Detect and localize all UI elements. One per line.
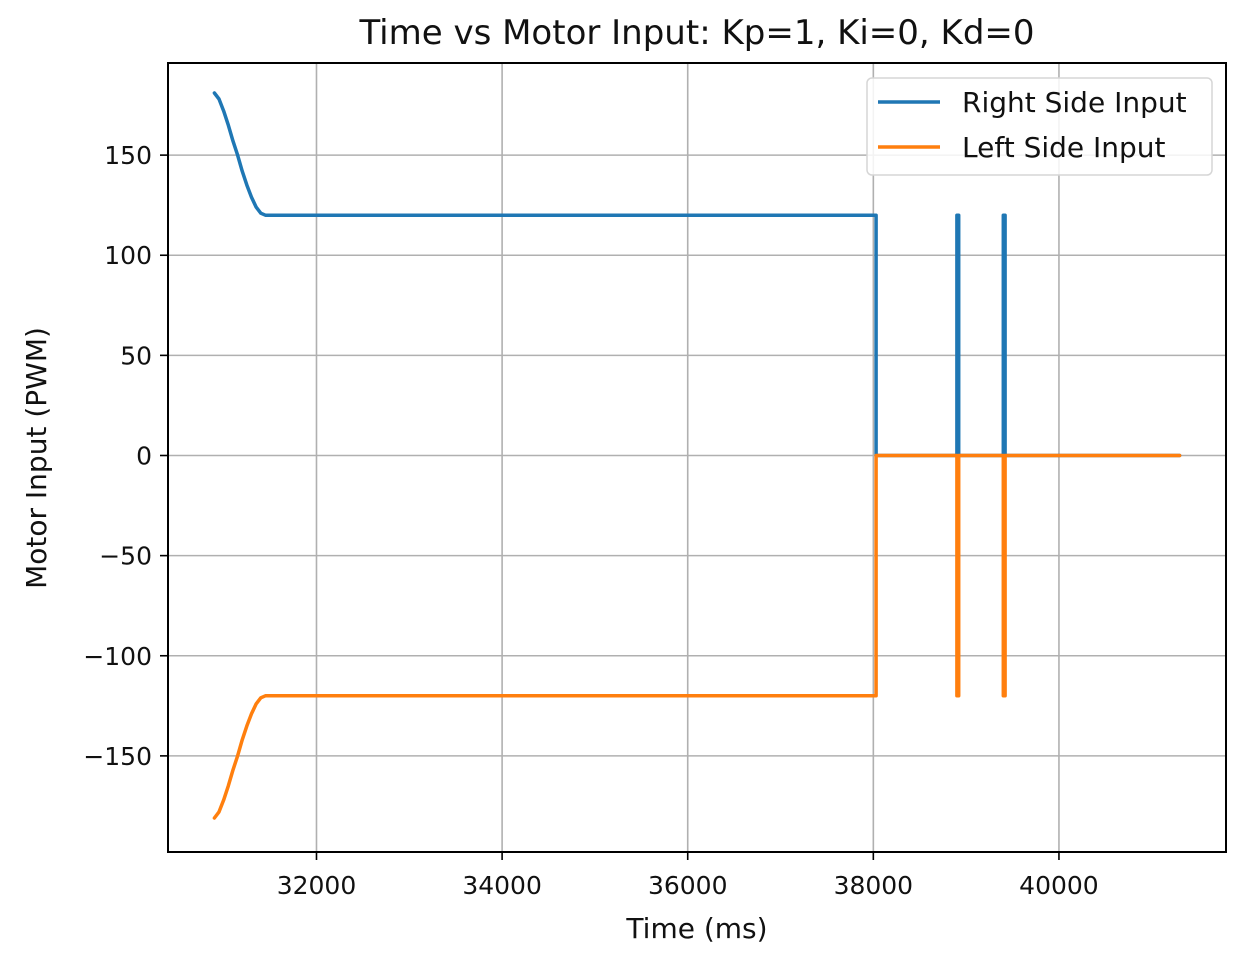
chart-title: Time vs Motor Input: Kp=1, Ki=0, Kd=0 xyxy=(358,13,1034,53)
y-tick-label: 0 xyxy=(136,441,152,470)
y-tick-label: −50 xyxy=(99,542,152,571)
x-tick-label: 38000 xyxy=(834,871,914,900)
legend-label-left-side-input: Left Side Input xyxy=(962,131,1166,164)
y-tick-label: 50 xyxy=(120,341,152,370)
legend: Right Side Input Left Side Input xyxy=(866,77,1213,176)
series-line-right-side-input xyxy=(212,91,1182,458)
y-tick-label: 150 xyxy=(104,141,152,170)
plot-frame xyxy=(167,62,1227,853)
x-tick-label: 34000 xyxy=(462,871,542,900)
legend-label-right-side-input: Right Side Input xyxy=(962,86,1187,119)
grid-lines xyxy=(168,63,1226,852)
axis-ticks: 32000 34000 36000 38000 40000 150 100 50 0 −50 −10… xyxy=(83,141,1098,900)
x-tick-label: 32000 xyxy=(277,871,357,900)
legend-frame xyxy=(866,77,1213,176)
x-tick-label: 40000 xyxy=(1019,871,1099,900)
plot-area xyxy=(168,63,1226,852)
series-line-left-side-input xyxy=(212,453,1182,820)
y-tick-label: −100 xyxy=(83,642,152,671)
x-axis-label: Time (ms) xyxy=(625,912,767,945)
y-tick-label: 100 xyxy=(104,241,152,270)
series-lines xyxy=(212,91,1182,820)
x-tick-label: 36000 xyxy=(648,871,728,900)
y-axis-label: Motor Input (PWM) xyxy=(20,327,53,589)
y-tick-label: −150 xyxy=(83,742,152,771)
